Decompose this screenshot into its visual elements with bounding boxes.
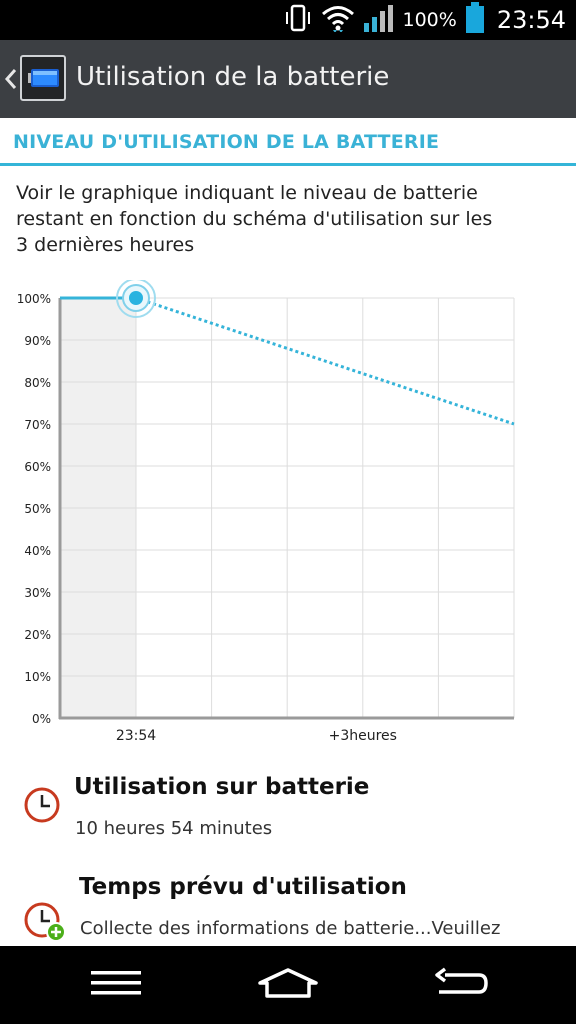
description-line: 3 dernières heures xyxy=(16,234,195,256)
vibrate-icon xyxy=(283,3,313,37)
signal-icon xyxy=(363,3,395,37)
status-bar: 100% 23:54 xyxy=(0,0,576,40)
battery-usage-title: Utilisation sur batterie xyxy=(74,774,370,800)
status-time: 23:54 xyxy=(496,6,566,34)
battery-icon xyxy=(465,2,485,38)
page-title: Utilisation de la batterie xyxy=(76,62,390,92)
description-text: Voir le graphique indiquant le niveau de… xyxy=(16,180,556,258)
y-tick-label: 10% xyxy=(24,670,51,684)
battery-level-chart: 100% 90% 80% 70% 60% 50% 40% 30% 20% 10% 0% 23:54 +3… xyxy=(17,280,515,744)
back-chevron-icon[interactable] xyxy=(4,66,18,96)
y-tick-label: 60% xyxy=(24,460,51,474)
x-label-now: 23:54 xyxy=(116,728,156,744)
current-marker-dot xyxy=(129,291,143,305)
estimated-usage-status: Collecte des informations de batterie...… xyxy=(80,918,501,939)
battery-usage-item[interactable]: Utilisation sur batterie 10 heures 54 mi… xyxy=(0,770,576,850)
clock-plus-icon xyxy=(22,900,68,948)
description-line: restant en fonction du schéma d'utilisat… xyxy=(16,208,493,230)
battery-usage-value: 10 heures 54 minutes xyxy=(75,818,273,839)
y-tick-label: 70% xyxy=(24,418,51,432)
back-button[interactable] xyxy=(390,946,530,1024)
battery-app-icon[interactable] xyxy=(20,55,66,101)
description-line: Voir le graphique indiquant le niveau de… xyxy=(16,182,478,204)
clock-icon xyxy=(22,785,62,829)
menu-button[interactable] xyxy=(46,946,186,1024)
menu-icon xyxy=(90,968,142,1002)
y-tick-label: 90% xyxy=(24,334,51,348)
y-tick-label: 100% xyxy=(17,292,51,306)
current-marker-ring-outer xyxy=(116,280,156,318)
status-icons: 100% 23:54 xyxy=(283,0,566,40)
y-tick-label: 50% xyxy=(24,502,51,516)
y-tick-label: 80% xyxy=(24,376,51,390)
x-label-future: +3heures xyxy=(329,728,397,744)
home-icon xyxy=(257,967,319,1003)
section-header: NIVEAU D'UTILISATION DE LA BATTERIE xyxy=(0,118,576,166)
estimated-usage-item[interactable]: Temps prévu d'utilisation Collecte des i… xyxy=(0,870,576,946)
y-tick-label: 40% xyxy=(24,544,51,558)
estimated-usage-title: Temps prévu d'utilisation xyxy=(79,874,407,900)
wifi-icon xyxy=(321,4,355,36)
navigation-bar xyxy=(0,946,576,1024)
battery-percent: 100% xyxy=(402,9,457,31)
y-tick-label: 20% xyxy=(24,628,51,642)
back-arrow-icon xyxy=(431,967,489,1003)
y-tick-label: 0% xyxy=(32,712,51,726)
section-header-label: NIVEAU D'UTILISATION DE LA BATTERIE xyxy=(13,131,440,153)
home-button[interactable] xyxy=(218,946,358,1024)
action-bar: Utilisation de la batterie xyxy=(0,40,576,118)
projection-line xyxy=(135,296,515,426)
y-tick-label: 30% xyxy=(24,586,51,600)
